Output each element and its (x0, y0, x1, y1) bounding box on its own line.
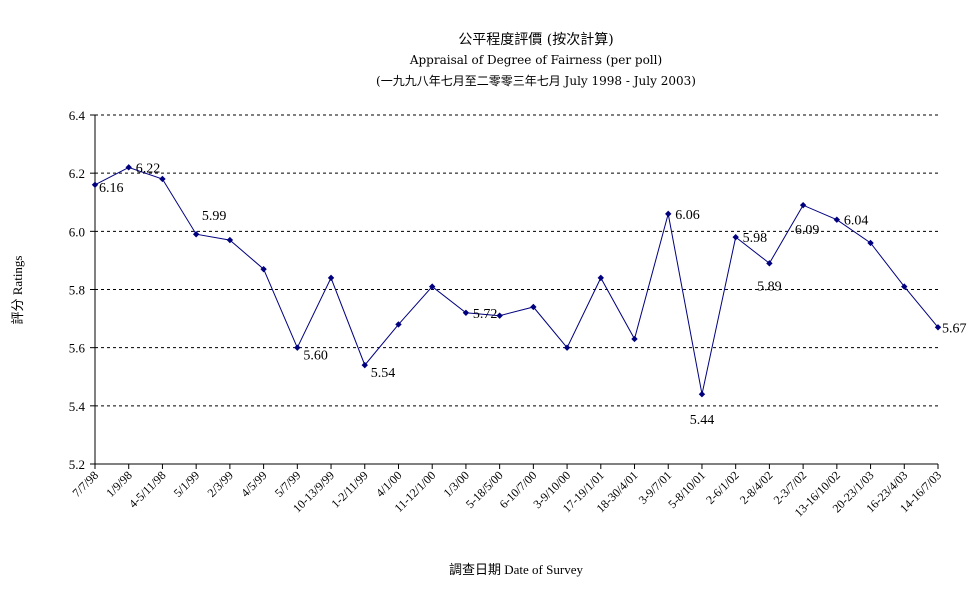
x-tick-label: 1/9/98 (103, 468, 135, 500)
data-label: 5.98 (743, 231, 768, 246)
data-point (597, 274, 604, 282)
x-tick-label: 2-8/4/02 (737, 468, 776, 507)
y-tick-label: 5.4 (69, 399, 86, 414)
y-tick-label: 6.2 (69, 166, 85, 181)
axes (90, 114, 939, 469)
data-label: 5.54 (371, 366, 396, 381)
data-label: 6.16 (99, 181, 124, 196)
data-label: 5.44 (690, 413, 715, 428)
data-point (901, 283, 908, 290)
data-point (530, 303, 537, 311)
data-point (159, 175, 166, 183)
y-tick-label: 6.0 (69, 224, 85, 239)
x-tick-label: 4/5/99 (238, 468, 270, 500)
data-label: 6.22 (136, 161, 161, 176)
data-point (429, 283, 436, 290)
data-point (698, 391, 706, 398)
data-point (496, 312, 503, 319)
data-label: 6.06 (675, 208, 700, 223)
chart-title: 公平程度評價 (按次計算) (458, 31, 613, 48)
data-label: 5.60 (303, 349, 328, 364)
gridlines (95, 114, 938, 407)
data-point (799, 201, 807, 209)
series-ratings (91, 164, 942, 398)
x-tick-label: 1/3/00 (440, 468, 472, 500)
data-point (91, 181, 99, 188)
data-point (631, 335, 638, 343)
data-point (226, 236, 234, 244)
x-tick-label: 5/1/99 (171, 468, 203, 500)
data-point (361, 361, 368, 369)
data-point (294, 344, 301, 351)
data-point (833, 216, 841, 223)
x-tick-label: 5-8/10/01 (665, 468, 708, 511)
series-line (94, 166, 939, 395)
x-tick-label: 2-6/1/02 (703, 468, 742, 507)
x-tick-label: 4/1/00 (373, 468, 405, 500)
data-point (462, 309, 470, 316)
x-tick-label: 1-2/11/99 (328, 468, 371, 511)
x-tick-label: 4-5/11/98 (126, 468, 169, 511)
data-label: 6.04 (844, 214, 869, 229)
data-point (665, 210, 672, 218)
data-point (395, 321, 402, 328)
x-axis-title: 調查日期 Date of Survey (449, 562, 583, 577)
data-point (766, 260, 773, 267)
data-label: 5.89 (757, 279, 782, 294)
data-point (192, 231, 200, 238)
data-point (327, 274, 335, 282)
x-tick-label: 7/7/98 (70, 468, 102, 500)
data-point (867, 239, 874, 247)
data-point (260, 265, 267, 273)
data-label: 6.09 (795, 223, 820, 238)
data-label: 5.99 (202, 209, 227, 224)
y-tick-labels: 5.2 5.4 5.6 5.8 6.0 6.2 6.4 (69, 108, 86, 472)
data-point (732, 233, 739, 241)
chart-subtitle-range: (一九九八年七月至二零零三年七月 July 1998 - July 2003) (376, 74, 696, 88)
x-tick-label: 2/3/99 (204, 468, 236, 500)
x-tick-label: 5/7/99 (272, 468, 304, 500)
y-tick-label: 5.2 (69, 457, 85, 472)
y-tick-label: 6.4 (69, 108, 86, 123)
data-point (563, 344, 571, 351)
data-label: 5.67 (942, 321, 967, 336)
data-label: 5.72 (473, 307, 498, 322)
y-axis-title: 評分 Ratings (10, 256, 25, 325)
data-point (934, 324, 942, 331)
y-tick-label: 5.6 (69, 341, 86, 356)
y-tick-label: 5.8 (69, 283, 85, 298)
chart-subtitle: Appraisal of Degree of Fairness (per pol… (409, 53, 662, 67)
data-labels: 6.16 6.22 5.99 5.60 5.54 5.72 6.06 5.44 5.98 5.89… (99, 161, 967, 428)
x-tick-labels: 7/7/98 1/9/984-5/11/98 5/1/99 2/3/99 4/5/99 5… (70, 468, 945, 519)
data-point (125, 164, 132, 171)
